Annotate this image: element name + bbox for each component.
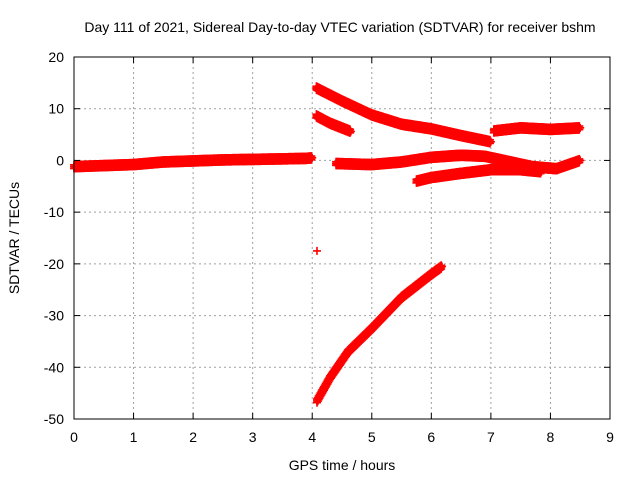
y-tick-label: -40: [44, 359, 64, 375]
y-tick-label: -50: [44, 411, 64, 427]
x-tick-label: 5: [368, 429, 376, 445]
data-point: [346, 127, 355, 136]
x-tick-label: 6: [427, 429, 435, 445]
x-tick-label: 0: [70, 429, 78, 445]
x-axis-label: GPS time / hours: [289, 457, 396, 473]
data-track-7: [412, 163, 546, 187]
data-point: [576, 123, 585, 132]
x-tick-label: 3: [249, 429, 257, 445]
x-tick-label: 8: [547, 429, 555, 445]
data-track-1: [70, 152, 317, 173]
data-point: [486, 137, 495, 146]
y-tick-label: 10: [48, 101, 64, 117]
axis-ticks: 0 1 2 3 4 5 6 7 8 9 -50 -40 -30 -20 -10 0 10 20: [44, 49, 614, 445]
data-point: [536, 169, 545, 178]
y-tick-label: 20: [48, 49, 64, 65]
x-tick-label: 1: [130, 429, 138, 445]
x-tick-label: 4: [308, 429, 316, 445]
y-tick-label: -10: [44, 204, 64, 220]
data-point: [537, 167, 546, 176]
data-point: [575, 125, 584, 134]
y-tick-label: -20: [44, 256, 64, 272]
data-point: [576, 156, 585, 165]
y-tick-label: 0: [56, 152, 64, 168]
data-point: [308, 153, 317, 162]
x-tick-label: 7: [487, 429, 495, 445]
x-tick-label: 2: [189, 429, 197, 445]
data-track-4: [312, 246, 321, 255]
data-track-6: [332, 149, 585, 175]
y-axis-label: SDTVAR / TECUs: [6, 182, 22, 294]
x-tick-label: 9: [606, 429, 614, 445]
chart-title: Day 111 of 2021, Sidereal Day-to-day VTE…: [84, 19, 595, 35]
y-tick-label: -30: [44, 308, 64, 324]
data-point: [486, 139, 495, 148]
data-point: [312, 246, 321, 255]
data-point: [346, 128, 355, 137]
data-track-8: [489, 122, 585, 137]
data-track-5: [312, 261, 447, 407]
plot-frame: [73, 56, 611, 420]
data-track-3: [312, 110, 355, 137]
data-point: [438, 262, 447, 271]
data-track-2: [312, 82, 495, 148]
data-points: [70, 82, 585, 407]
